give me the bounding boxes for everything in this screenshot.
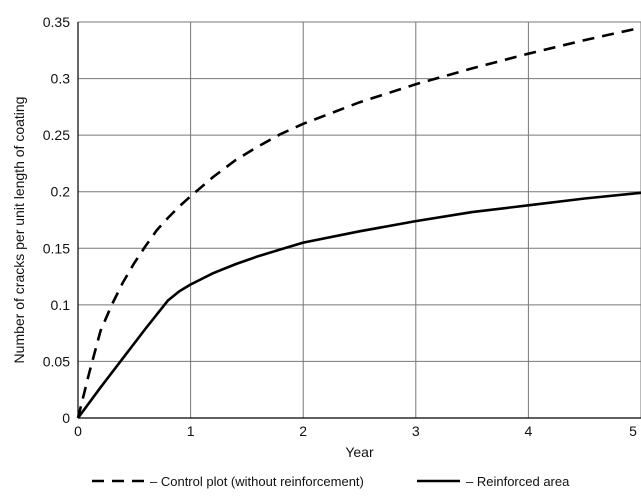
x-tick-label: 4 xyxy=(525,423,533,439)
x-tick-label: 3 xyxy=(412,423,420,439)
series-line-reinforced xyxy=(76,191,641,419)
y-tick-label: 0.05 xyxy=(43,353,70,369)
x-tick-label: 2 xyxy=(299,423,307,439)
legend-label-control: – Control plot (without reinforcement) xyxy=(150,474,364,489)
axis-layer xyxy=(77,22,641,419)
x-tick-label: 1 xyxy=(187,423,195,439)
tick-labels: 0 1 2 3 4 5 0 0.05 0.1 0.15 0.2 0.25 0.3 0.35 xyxy=(43,14,637,439)
y-tick-label: 0.1 xyxy=(51,297,71,313)
y-tick-label: 0.2 xyxy=(51,184,71,200)
legend-label-reinforced: – Reinforced area xyxy=(466,474,570,489)
x-tick-label: 5 xyxy=(629,423,637,439)
x-axis-label: Year xyxy=(345,444,374,460)
grid-layer xyxy=(77,21,641,419)
series-layer xyxy=(76,26,641,419)
y-axis-label: Number of cracks per unit length of coat… xyxy=(11,97,27,364)
y-tick-label: 0.15 xyxy=(43,240,70,256)
y-tick-label: 0 xyxy=(62,410,70,426)
legend: – Control plot (without reinforcement) –… xyxy=(92,474,570,489)
series-line-control xyxy=(76,26,641,419)
x-tick-label: 0 xyxy=(74,423,82,439)
y-tick-label: 0.3 xyxy=(51,71,71,87)
y-tick-label: 0.35 xyxy=(43,14,70,30)
y-tick-label: 0.25 xyxy=(43,127,70,143)
